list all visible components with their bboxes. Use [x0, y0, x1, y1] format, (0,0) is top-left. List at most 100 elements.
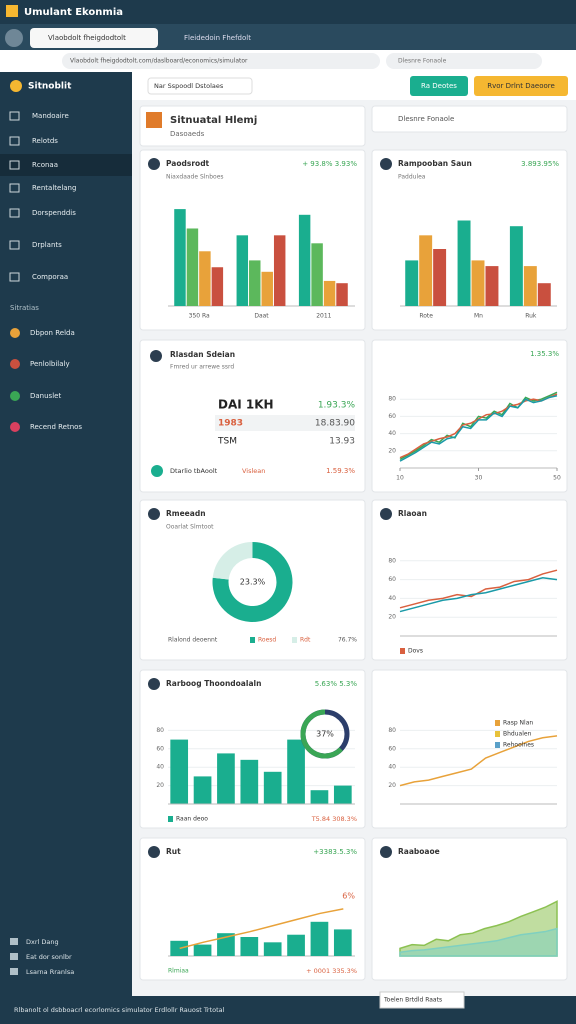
bar — [186, 228, 199, 306]
y-tick-label: 80 — [388, 557, 396, 564]
tab-title: Vlaobdolt fheigdodtolt — [48, 34, 126, 42]
line — [399, 393, 558, 459]
dropdown[interactable] — [379, 991, 465, 1009]
nav-item: Dbpon Relda — [30, 329, 75, 337]
button-secondary[interactable] — [474, 76, 568, 96]
legend-swatch — [292, 637, 297, 643]
nav-item: Drplants — [32, 241, 62, 249]
kpi-value: 13.93 — [329, 437, 355, 447]
card-icon — [380, 846, 392, 858]
footer-link: Dxrl Dang — [26, 938, 59, 946]
bar — [485, 266, 499, 306]
chart-title: Paodsrodt — [166, 159, 210, 168]
nav-section: Sitratias — [10, 304, 39, 312]
kpi-label: DAI 1KH — [218, 398, 274, 412]
bar — [537, 283, 551, 306]
card-icon — [148, 846, 160, 858]
legend-label: Bhdualen — [503, 731, 532, 738]
bar — [170, 940, 189, 956]
nav-item: Recend Retnos — [30, 423, 82, 431]
url-field-2[interactable] — [386, 53, 542, 69]
nav-icon — [9, 183, 20, 193]
badge: 1.35.3% — [530, 350, 559, 358]
tab-active[interactable] — [30, 28, 158, 48]
bar — [509, 226, 523, 306]
bar — [193, 944, 212, 956]
title-bar — [0, 0, 576, 24]
pie-slice — [212, 542, 253, 580]
nav-icon — [10, 968, 18, 975]
bar — [170, 739, 189, 804]
back-button[interactable] — [5, 29, 23, 47]
kpi-label: TSM — [217, 437, 237, 447]
area — [399, 927, 558, 957]
legend-swatch — [250, 637, 255, 643]
badge: 5.63% 5.3% — [315, 680, 358, 688]
line — [399, 395, 558, 462]
y-tick-label: 60 — [388, 745, 396, 752]
kpi-value: 1.93.3% — [318, 401, 356, 411]
bar — [249, 260, 261, 306]
y-tick-label: 20 — [156, 782, 164, 789]
card-icon — [380, 158, 392, 170]
dropdown-text: Toelen Brtdld Raats — [383, 997, 442, 1004]
app-icon — [6, 5, 18, 17]
y-tick-label: 60 — [388, 413, 396, 420]
window-title: Umulant Ekonmia — [24, 7, 123, 18]
bar — [336, 283, 348, 306]
x-tick-label: Rote — [419, 313, 433, 320]
y-tick-label: 20 — [388, 447, 396, 454]
legend-label: Rasp Nlan — [503, 720, 533, 727]
kpi-value: 18.83.90 — [315, 419, 355, 429]
button-text: Rvor Drlnt Daeoore — [487, 82, 555, 90]
nav-icon — [10, 938, 18, 945]
chart-title: Rmeeadn — [166, 509, 206, 518]
nav-item: Penlolbilaly — [30, 360, 70, 368]
badge: +3383.5.3% — [313, 848, 357, 856]
legend-swatch — [168, 816, 173, 822]
bar — [217, 933, 235, 956]
gauge-arc — [300, 709, 343, 759]
chart-title: Rut — [166, 847, 181, 856]
bar — [405, 260, 419, 306]
bar — [287, 934, 305, 956]
nav-item: Relotds — [32, 137, 58, 145]
button-primary[interactable] — [410, 76, 468, 96]
nav-icon — [10, 953, 18, 960]
legend-swatch — [400, 648, 405, 654]
y-tick-label: 40 — [388, 764, 396, 771]
annotation: 6% — [342, 892, 355, 901]
url-text: Vlaobdolt fheigdodtolt.com/daslboard/eco… — [70, 58, 248, 65]
bar — [263, 942, 282, 956]
chart-title: Raaboaoe — [398, 847, 440, 856]
nav-icon — [9, 160, 20, 170]
legend-label: Dovs — [408, 648, 423, 655]
url-text: Dlesnre Fonaole — [398, 58, 447, 65]
button-text: Ra Deotes — [421, 82, 457, 90]
badge: 3.893.95% — [521, 160, 559, 168]
url-field[interactable] — [62, 53, 380, 69]
tab-title: Fleidedoin Fhefdolt — [184, 34, 251, 42]
select[interactable] — [147, 77, 253, 95]
chart-subtitle: Paddulea — [398, 174, 426, 181]
bar — [199, 251, 211, 306]
bar — [323, 280, 336, 306]
row-highlight — [215, 415, 355, 431]
x-tick-label: Daat — [254, 313, 269, 320]
nav-item: Danuslet — [30, 392, 61, 400]
line — [399, 569, 558, 609]
bar — [433, 249, 447, 306]
status-bar — [0, 996, 576, 1024]
pie-slice — [212, 542, 293, 623]
y-tick-label: 20 — [388, 614, 396, 621]
chart-subtitle: Ooarlat Slmtoot — [166, 524, 214, 531]
nav-icon — [9, 208, 20, 218]
bar — [240, 937, 259, 956]
bar — [211, 267, 224, 306]
brand: Sitnoblit — [28, 82, 72, 92]
x-tick-label: Ruk — [525, 313, 537, 320]
search-box[interactable] — [371, 105, 568, 133]
sidebar — [0, 72, 132, 996]
bar — [236, 235, 249, 306]
